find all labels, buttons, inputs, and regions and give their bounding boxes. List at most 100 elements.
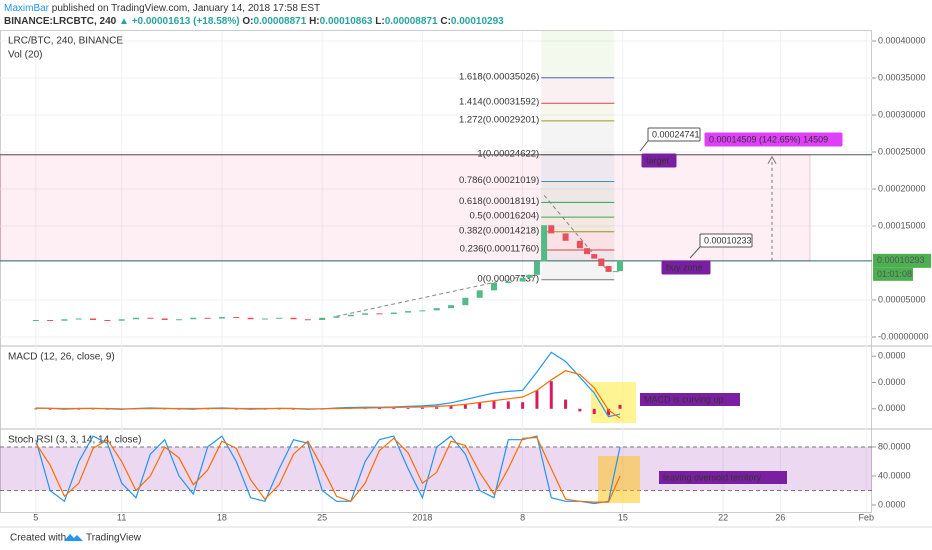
callout [639,140,649,152]
histogram-bar [564,399,568,409]
change: ▲ +0.00001613 (+18.58%) [119,16,240,27]
fib-label: 0.5(0.00016204) [470,211,540,222]
candle [161,318,168,320]
c-value: 0.00010293 [451,16,504,27]
candle [526,274,533,278]
annotation: leaving oversold territory [663,472,762,482]
y-tick-label: 0.00005000 [878,294,926,304]
y-tick-label: 0.00040000 [878,35,926,45]
annotation-box [647,127,701,142]
histogram-bar [292,408,296,410]
annotation: MACD is curving up [644,394,724,404]
l-key: L: [375,16,384,27]
fib-band [541,103,615,121]
candle [548,225,555,234]
candle [448,305,455,309]
candle [204,317,211,319]
candle [541,225,548,262]
candle [584,248,591,255]
indicator-line [35,370,621,419]
annotation: 0.00014509 (142.65%) 14509 [709,134,828,144]
histogram-bar [478,402,482,409]
histogram-bar [48,408,52,410]
indicator-line [35,435,621,505]
indicator-line [35,436,621,503]
candle [61,319,68,321]
candle [333,316,340,318]
callout [689,246,701,259]
fib-label: 0.618(0.00018191) [459,196,539,207]
fib-band [541,217,615,232]
candle [433,308,440,311]
x-tick-label: 15 [618,512,628,522]
trend-line [336,274,530,317]
candle [118,319,125,321]
histogram-bar [435,407,439,409]
h-value: 0.00010863 [320,16,373,27]
histogram-bar [607,408,611,416]
histogram-bar [592,408,596,415]
y-tick-label: 0.0000 [878,377,906,387]
candle [47,319,54,321]
candle [261,318,268,320]
candle [591,254,598,259]
annotation: 0.00010233 [704,235,752,245]
candle [290,317,297,320]
histogram-bar [77,408,81,410]
candle [490,282,497,291]
arrow-head [767,155,777,165]
candle [147,317,154,319]
histogram-bar [578,408,582,412]
countdown: 01:01:08 [877,269,912,279]
fib-label: 1(0.00024622) [477,148,539,159]
x-tick-label: 18 [217,512,227,522]
fib-label: 1.272(0.00029201) [459,114,539,125]
fib-band [541,154,615,182]
histogram-bar [549,381,553,409]
countdown-box [873,267,913,281]
candle [276,317,283,319]
annotation-box [641,153,677,168]
candle [390,312,397,315]
candle [319,317,326,320]
last-price-box [873,253,931,268]
histogram-bar [34,408,38,410]
x-tick-label: 22 [718,512,728,522]
y-tick-label: 0.00025000 [878,146,926,156]
y-tick-label: 80.0000 [878,441,911,451]
author[interactable]: MaximBar [4,3,50,14]
fib-band [541,120,615,155]
histogram-bar [521,402,525,409]
x-tick-label: 5 [33,512,38,522]
candle [347,314,354,317]
x-tick-label: 26 [775,512,785,522]
fib-band [541,181,615,203]
y-tick-label: -0.00000000 [878,331,929,341]
fib-band [541,202,615,218]
fib-label: 0.786(0.00021019) [459,175,539,186]
y-tick-label: 0.0000 [878,403,906,413]
candle [505,281,512,283]
footer-created: Created with [10,533,66,544]
candle [133,317,140,320]
o-value: 0.00008871 [253,16,306,27]
x-tick-label: 11 [117,512,126,522]
symbol: BINANCE:LRCBTC, 240 [4,16,117,27]
y-tick-label: 0.0000 [878,499,906,509]
annotation: 0.00024741 [652,129,700,139]
y-tick-label: 40.0000 [878,470,911,480]
candle [362,313,369,315]
x-tick-label: 2018 [412,512,432,522]
footer-brand[interactable]: TradingView [86,533,142,544]
candle [476,290,483,298]
candle [605,265,612,272]
candle [519,277,526,282]
histogram-bar [463,404,467,409]
candle [190,317,197,320]
x-tick-label: 25 [317,512,327,522]
candle [304,319,311,321]
highlight-box [591,382,636,423]
y-tick-label: 0.0000 [878,351,906,361]
header-line-1: MaximBar published on TradingView.com, J… [4,3,320,14]
